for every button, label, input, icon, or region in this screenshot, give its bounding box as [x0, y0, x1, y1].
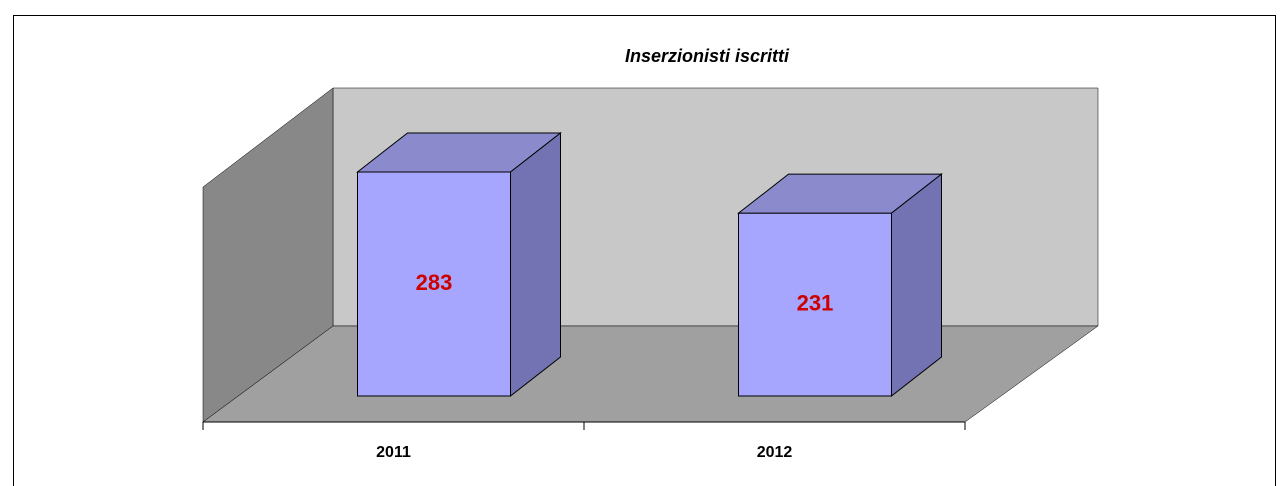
bar [356, 131, 562, 398]
floor [202, 325, 1099, 423]
x-tick-label: 2011 [376, 444, 411, 461]
bar [737, 173, 943, 398]
bar-side [891, 173, 942, 398]
x-tick-label: 2012 [757, 444, 793, 461]
chart-title: Inserzionisti iscritti [625, 46, 790, 66]
bar-side [510, 131, 561, 398]
value-label: 231 [797, 290, 834, 315]
value-label: 283 [416, 270, 453, 295]
